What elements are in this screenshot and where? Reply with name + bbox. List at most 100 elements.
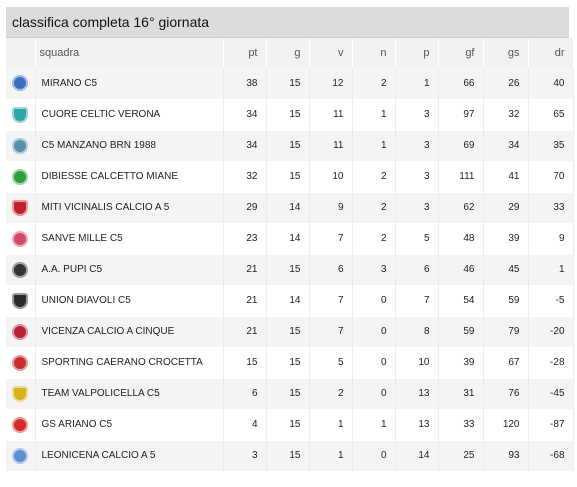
stat-pt: 32 <box>223 161 267 192</box>
stat-n: 2 <box>352 192 396 223</box>
table-row[interactable]: DIBIESSE CALCETTO MIANE 32 15 10 2 3 111 41 70 <box>6 161 574 192</box>
stat-pt: 38 <box>223 68 267 99</box>
stat-g: 15 <box>266 99 310 130</box>
team-name[interactable]: SPORTING CAERANO CROCETTA <box>35 347 224 378</box>
header-team[interactable]: squadra <box>35 38 224 68</box>
table-row[interactable]: VICENZA CALCIO A CINQUE 21 15 7 0 8 59 79 -20 <box>6 316 574 347</box>
team-name[interactable]: C5 MANZANO BRN 1988 <box>35 130 224 161</box>
team-crest-cell <box>6 99 36 130</box>
stat-gf: 62 <box>438 192 484 223</box>
header-n[interactable]: n <box>352 38 396 68</box>
team-crest-cell <box>6 223 36 254</box>
team-crest-cell <box>6 161 36 192</box>
header-logo <box>6 38 36 68</box>
heart-crest-icon <box>12 106 29 123</box>
header-dr[interactable]: dr <box>528 38 574 68</box>
header-pt[interactable]: pt <box>223 38 267 68</box>
standings-table: squadra pt g v n p gf gs dr MIRANO C5 38 1… <box>6 38 574 472</box>
team-name[interactable]: DIBIESSE CALCETTO MIANE <box>35 161 224 192</box>
stat-p: 3 <box>395 99 439 130</box>
stat-g: 15 <box>266 409 310 440</box>
table-row[interactable]: MITI VICINALIS CALCIO A 5 29 14 9 2 3 62 29 33 <box>6 192 574 223</box>
stat-n: 0 <box>352 285 396 316</box>
stat-p: 3 <box>395 161 439 192</box>
stat-gs: 120 <box>483 409 529 440</box>
header-gf[interactable]: gf <box>438 38 484 68</box>
stat-p: 13 <box>395 378 439 409</box>
mirano-crest-icon <box>12 75 29 92</box>
table-row[interactable]: CUORE CELTIC VERONA 34 15 11 1 3 97 32 65 <box>6 99 574 130</box>
table-row[interactable]: SANVE MILLE C5 23 14 7 2 5 48 39 9 <box>6 223 574 254</box>
header-p[interactable]: p <box>395 38 439 68</box>
stat-p: 5 <box>395 223 439 254</box>
stat-p: 7 <box>395 285 439 316</box>
team-name[interactable]: TEAM VALPOLICELLA C5 <box>35 378 224 409</box>
team-crest-cell <box>6 192 36 223</box>
team-name[interactable]: SANVE MILLE C5 <box>35 223 224 254</box>
team-name[interactable]: MIRANO C5 <box>35 68 224 99</box>
sporting-crest-icon <box>12 354 29 371</box>
stat-dr: -5 <box>528 285 574 316</box>
header-v[interactable]: v <box>309 38 353 68</box>
stat-pt: 34 <box>223 130 267 161</box>
stat-g: 15 <box>266 161 310 192</box>
table-header-row: squadra pt g v n p gf gs dr <box>6 38 574 68</box>
stat-pt: 21 <box>223 254 267 285</box>
team-name[interactable]: UNION DIAVOLI C5 <box>35 285 224 316</box>
manzano-crest-icon <box>12 137 29 154</box>
stat-g: 15 <box>266 316 310 347</box>
stat-p: 1 <box>395 68 439 99</box>
valpolicella-crest-icon <box>12 385 29 402</box>
team-name[interactable]: A.A. PUPI C5 <box>35 254 224 285</box>
stat-gf: 66 <box>438 68 484 99</box>
stat-pt: 21 <box>223 316 267 347</box>
stat-gf: 46 <box>438 254 484 285</box>
team-crest-cell <box>6 316 36 347</box>
stat-g: 15 <box>266 378 310 409</box>
header-gs[interactable]: gs <box>483 38 529 68</box>
team-crest-cell <box>6 440 36 471</box>
team-name[interactable]: CUORE CELTIC VERONA <box>35 99 224 130</box>
stat-g: 15 <box>266 68 310 99</box>
table-row[interactable]: UNION DIAVOLI C5 21 14 7 0 7 54 59 -5 <box>6 285 574 316</box>
stat-gs: 93 <box>483 440 529 471</box>
table-row[interactable]: C5 MANZANO BRN 1988 34 15 11 1 3 69 34 35 <box>6 130 574 161</box>
stat-dr: -87 <box>528 409 574 440</box>
stat-n: 0 <box>352 378 396 409</box>
stat-v: 11 <box>309 99 353 130</box>
stat-n: 0 <box>352 316 396 347</box>
stat-dr: 40 <box>528 68 574 99</box>
stat-dr: -20 <box>528 316 574 347</box>
table-row[interactable]: MIRANO C5 38 15 12 2 1 66 26 40 <box>6 68 574 99</box>
table-row[interactable]: SPORTING CAERANO CROCETTA 15 15 5 0 10 39 67 -28 <box>6 347 574 378</box>
table-row[interactable]: TEAM VALPOLICELLA C5 6 15 2 0 13 31 76 -45 <box>6 378 574 409</box>
stat-pt: 6 <box>223 378 267 409</box>
stat-n: 0 <box>352 347 396 378</box>
stat-gs: 45 <box>483 254 529 285</box>
table-row[interactable]: A.A. PUPI C5 21 15 6 3 6 46 45 1 <box>6 254 574 285</box>
table-row[interactable]: LEONICENA CALCIO A 5 3 15 1 0 14 25 93 -68 <box>6 440 574 471</box>
ariano-crest-icon <box>12 416 29 433</box>
team-name[interactable]: VICENZA CALCIO A CINQUE <box>35 316 224 347</box>
stat-n: 2 <box>352 68 396 99</box>
stat-p: 10 <box>395 347 439 378</box>
standings-widget: classifica completa 16° giornata squadra… <box>6 7 574 472</box>
leonicena-crest-icon <box>12 447 29 464</box>
stat-gf: 31 <box>438 378 484 409</box>
team-name[interactable]: MITI VICINALIS CALCIO A 5 <box>35 192 224 223</box>
stat-p: 3 <box>395 192 439 223</box>
stat-gs: 79 <box>483 316 529 347</box>
stat-gf: 69 <box>438 130 484 161</box>
stat-p: 3 <box>395 130 439 161</box>
stat-v: 11 <box>309 130 353 161</box>
team-crest-cell <box>6 285 36 316</box>
stat-gs: 39 <box>483 223 529 254</box>
team-name[interactable]: LEONICENA CALCIO A 5 <box>35 440 224 471</box>
header-g[interactable]: g <box>266 38 310 68</box>
team-name[interactable]: GS ARIANO C5 <box>35 409 224 440</box>
stat-g: 14 <box>266 223 310 254</box>
stat-pt: 21 <box>223 285 267 316</box>
stat-p: 14 <box>395 440 439 471</box>
pupi-crest-icon <box>12 261 29 278</box>
table-row[interactable]: GS ARIANO C5 4 15 1 1 13 33 120 -87 <box>6 409 574 440</box>
